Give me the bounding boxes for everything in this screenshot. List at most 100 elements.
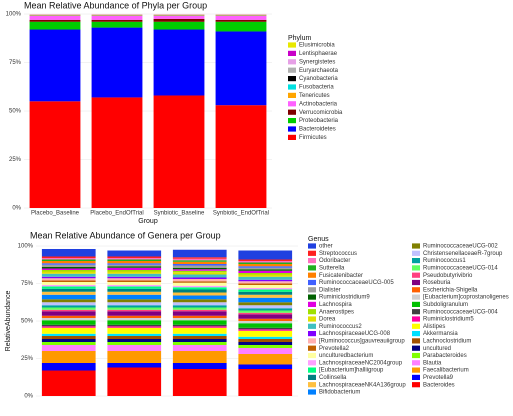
bar-segment: [42, 261, 96, 263]
bar-segment: [238, 311, 292, 313]
bar-segment: [238, 290, 292, 292]
legend-swatch: [412, 280, 420, 285]
bar-segment: [173, 278, 227, 280]
bar-segment: [238, 295, 292, 298]
bar-segment: [238, 328, 292, 330]
bar-segment: [238, 268, 292, 270]
legend-label: Anaerostipes: [319, 309, 354, 315]
bar-segment: [107, 339, 161, 342]
bar-segment: [107, 278, 161, 280]
bar-segment: [173, 260, 227, 262]
bar-segment: [92, 16, 143, 20]
bar-segment: [107, 289, 161, 292]
bar-segment: [238, 266, 292, 268]
legend-swatch: [288, 84, 296, 89]
legend-label: Firmicutes: [299, 135, 327, 141]
legend-label: Proteobacteria: [299, 118, 339, 124]
bar-segment: [173, 275, 227, 278]
bar-segment: [42, 299, 96, 302]
legend-label: Dialister: [319, 287, 341, 293]
bar-segment: [42, 282, 96, 285]
bar-segment: [173, 286, 227, 288]
bar-segment: [238, 284, 292, 286]
bar-segment: [42, 339, 96, 342]
bar-segment: [107, 311, 161, 316]
legend-swatch: [412, 251, 420, 256]
bar-segment: [42, 278, 96, 280]
legend-label: Bifidobacterium: [319, 390, 360, 396]
bar-segment: [42, 325, 96, 327]
legend-swatch: [288, 76, 296, 81]
bar-segment: [173, 299, 227, 302]
bar-segment: [154, 95, 205, 208]
bar-segment: [107, 268, 161, 270]
legend-swatch: [308, 375, 316, 380]
y-tick-label: 100%: [6, 12, 22, 18]
bar-segment: [238, 264, 292, 266]
bar-segment: [107, 277, 161, 279]
bar-segment: [107, 292, 161, 295]
legend-label: Ruminiclostridium5: [423, 317, 474, 323]
bar-segment: [42, 287, 96, 289]
legend-label: Fusobacteria: [299, 85, 334, 91]
bar-segment: [173, 316, 227, 318]
legend-swatch: [308, 273, 316, 278]
legend-title: Genus: [308, 236, 329, 243]
legend-swatch: [412, 287, 420, 292]
legend-swatch: [308, 295, 316, 300]
bar-segment: [216, 105, 267, 208]
bar-segment: [42, 249, 96, 257]
bar-segment: [154, 16, 205, 19]
legend-swatch: [308, 324, 316, 329]
bar-segment: [238, 319, 292, 321]
bar-segment: [238, 271, 292, 273]
legend-label: LachnospiraceaeNC2004group: [319, 360, 403, 366]
bar-segment: [42, 345, 96, 351]
legend-swatch: [308, 280, 316, 285]
legend-swatch: [288, 93, 296, 98]
bar-segment: [173, 334, 227, 336]
bar-segment: [42, 302, 96, 305]
y-tick-label: 100%: [18, 244, 34, 250]
legend-label: Alistipes: [423, 324, 445, 330]
bar-segment: [107, 368, 161, 397]
bar-segment: [107, 295, 161, 300]
legend-label: Lentisphaerae: [299, 51, 338, 57]
bar-segment: [173, 271, 227, 273]
legend-swatch: [288, 135, 296, 140]
legend-swatch: [288, 110, 296, 115]
bar-segment: [173, 272, 227, 274]
bar-segment: [238, 302, 292, 305]
bar-segment: [107, 285, 161, 287]
legend-label: Dorea: [319, 317, 336, 323]
bar-segment: [238, 273, 292, 275]
bar-segment: [107, 266, 161, 268]
bar-segment: [173, 351, 227, 363]
legend-label: RuminococcaceaeUCG-004: [423, 309, 498, 315]
bar-segment: [42, 311, 96, 316]
legend-label: Sutterella: [319, 265, 345, 271]
bar-segment: [107, 261, 161, 263]
bar-segment: [238, 323, 292, 328]
legend-label: Tenericutes: [299, 93, 330, 99]
bar-segment: [173, 283, 227, 286]
y-tick-label: 75%: [21, 281, 34, 287]
bar-segment: [238, 281, 292, 283]
bar-segment: [92, 28, 143, 98]
legend-label: Prevotella2: [319, 346, 350, 352]
bar-segment: [238, 331, 292, 337]
legend-label: Subdoligranulum: [423, 302, 468, 308]
legend-swatch: [288, 51, 296, 56]
legend-label: [Eubacterium]coprostanoligenes: [423, 295, 509, 301]
legend-label: Lachnoclostridium: [423, 338, 471, 344]
bar-segment: [173, 328, 227, 334]
bar-segment: [238, 337, 292, 339]
bar-segment: [30, 22, 81, 30]
bar-segment: [173, 287, 227, 289]
x-tick-label: Synbiotic_EndOfTrial: [213, 211, 269, 217]
bar-segment: [30, 20, 81, 22]
legend-label: Faecalibacterium: [423, 368, 469, 374]
legend-swatch: [412, 273, 420, 278]
legend-swatch: [412, 324, 420, 329]
bar-segment: [238, 305, 292, 308]
